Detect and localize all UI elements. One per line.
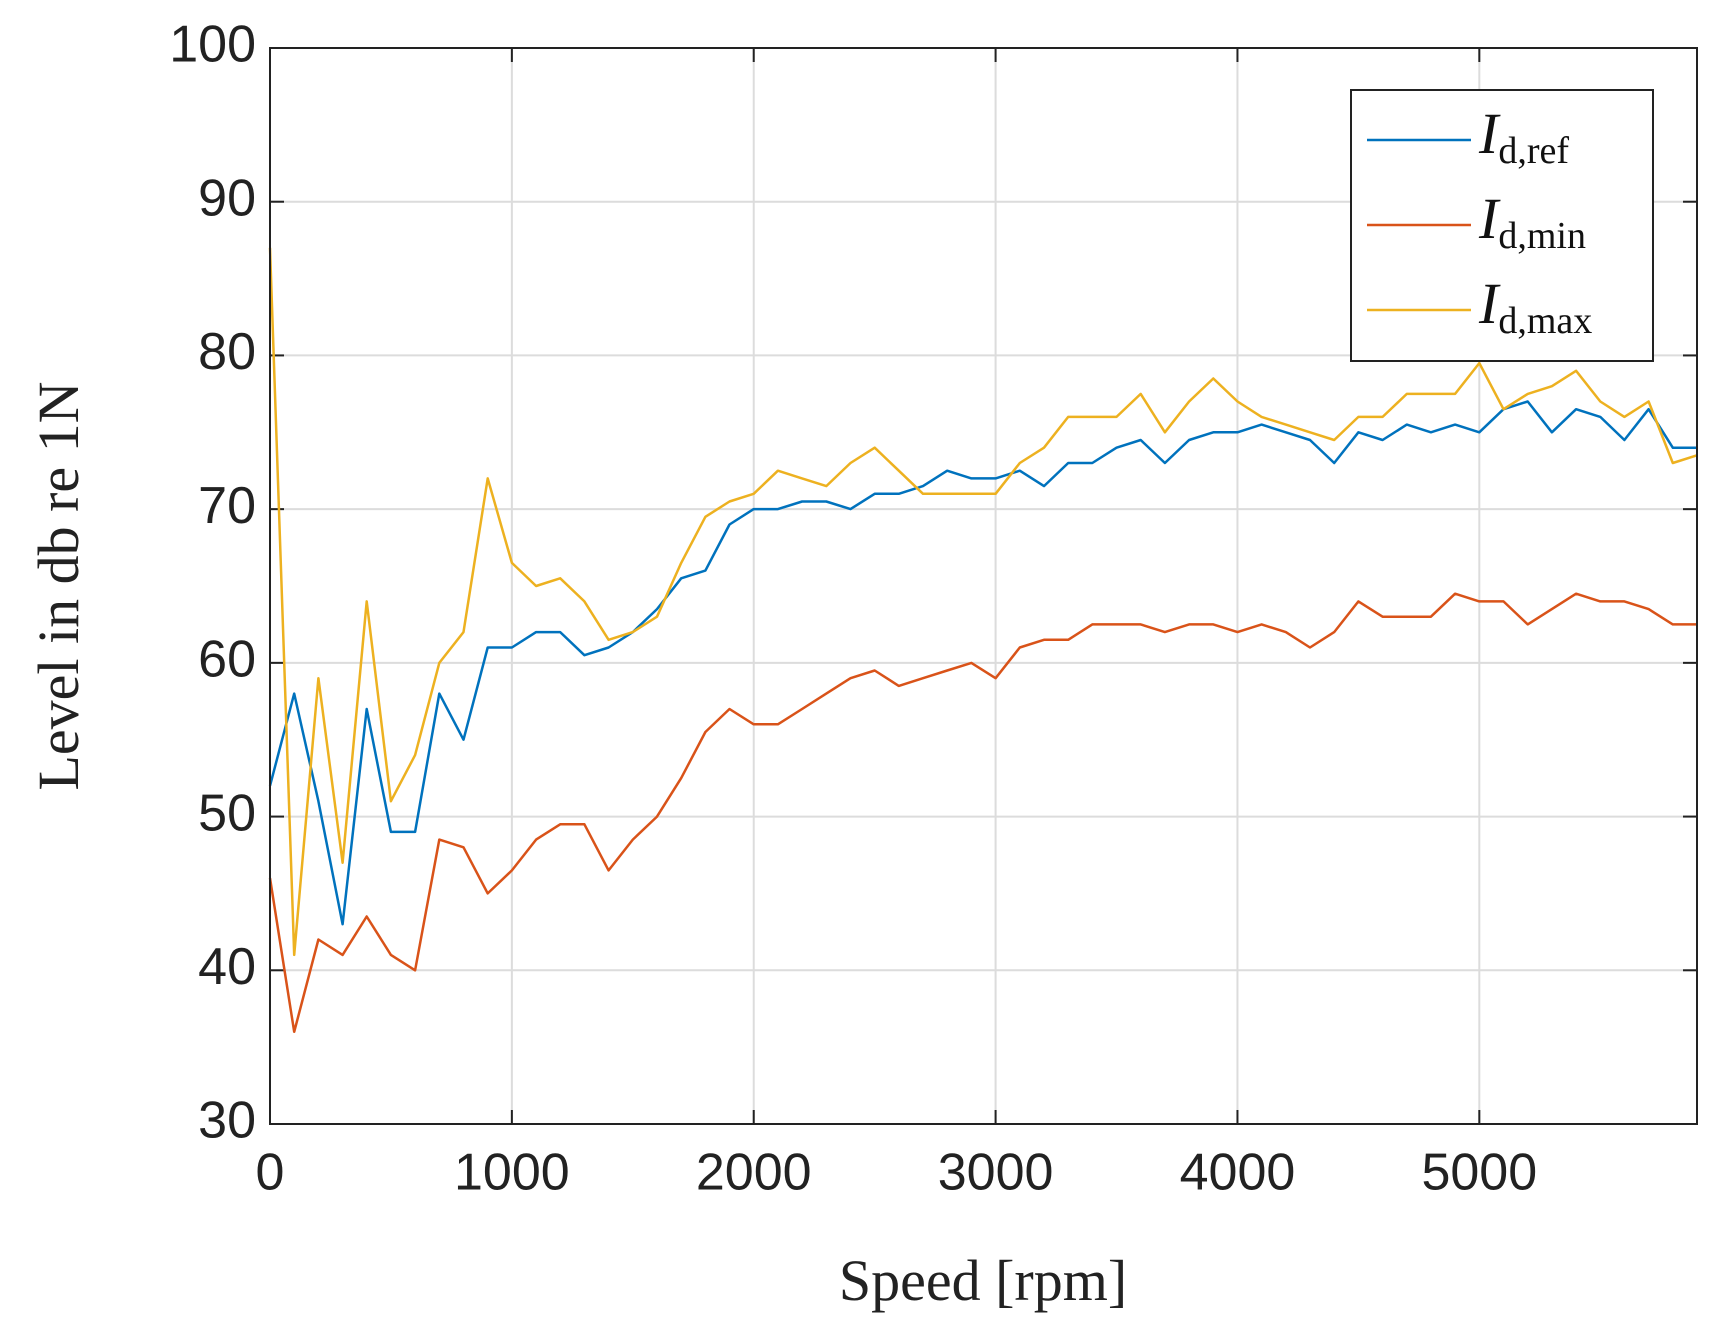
series-line [268, 592, 1697, 1034]
legend-label: Id,ref [1478, 101, 1569, 171]
y-axis-label: Level in db re 1N [26, 381, 91, 790]
y-tick-label: 60 [198, 631, 256, 689]
x-tick-label: 2000 [696, 1144, 812, 1202]
legend-label: Id,max [1478, 271, 1592, 341]
series-line [268, 247, 1698, 957]
axes-box [269, 47, 1698, 1125]
x-tick-label: 5000 [1421, 1144, 1537, 1202]
y-tick-label: 80 [198, 323, 256, 381]
series-line [268, 400, 1697, 926]
y-tick-label: 70 [198, 477, 256, 535]
y-tick-label: 90 [198, 169, 256, 227]
y-tick-label: 100 [169, 16, 256, 74]
y-tick-label: 50 [198, 784, 256, 842]
x-axis-label: Speed [rpm] [839, 1248, 1127, 1313]
x-tick-label: 0 [256, 1144, 285, 1202]
y-tick-label: 40 [198, 938, 256, 996]
x-tick-label: 1000 [454, 1144, 570, 1202]
y-tick-label: 30 [198, 1092, 256, 1150]
x-tick-label: 3000 [938, 1144, 1054, 1202]
legend-label: Id,min [1478, 186, 1586, 256]
x-tick-label: 4000 [1180, 1144, 1296, 1202]
